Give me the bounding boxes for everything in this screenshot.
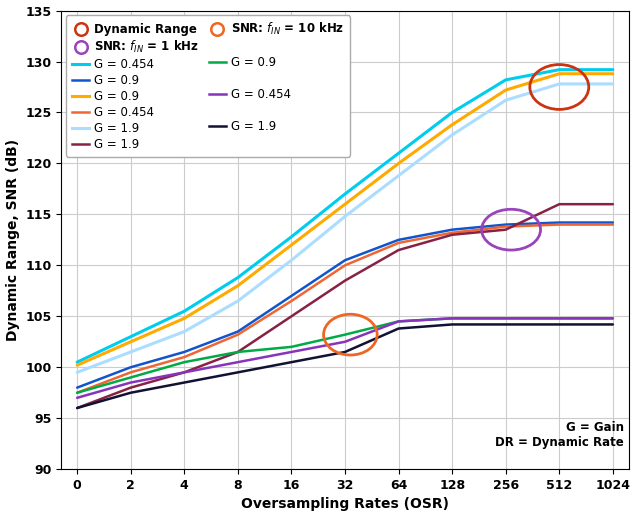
X-axis label: Oversampling Rates (OSR): Oversampling Rates (OSR) [241, 497, 449, 511]
Text: G = Gain
DR = Dynamic Rate: G = Gain DR = Dynamic Rate [495, 421, 623, 449]
Y-axis label: Dynamic Range, SNR (dB): Dynamic Range, SNR (dB) [6, 139, 20, 341]
Legend: Dynamic Range, SNR: $f_{IN}$ = 1 kHz, G = 0.454, G = 0.9, G = 0.9, G = 0.454, G : Dynamic Range, SNR: $f_{IN}$ = 1 kHz, G … [66, 16, 350, 157]
